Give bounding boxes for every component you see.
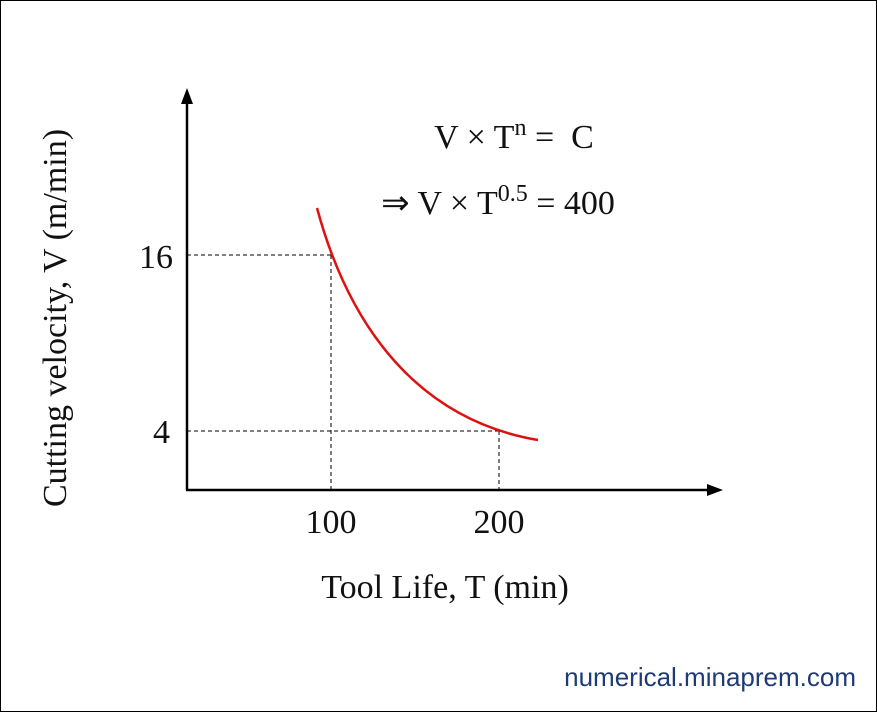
equation-exponent: 0.5 (498, 181, 528, 207)
equation-exponent: n (514, 115, 526, 141)
equation-base: ⇒ V × T (381, 185, 498, 222)
y-axis-label: Cutting velocity, V (m/min) (37, 129, 74, 507)
watermark: numerical.minaprem.com (564, 662, 856, 692)
equation: ⇒ V × T0.5 = 400 (381, 181, 615, 222)
x-arrow (707, 484, 723, 496)
equation-rest: = 400 (528, 185, 615, 222)
equation-rest: = C (526, 119, 593, 156)
x-tick-label: 100 (306, 504, 357, 541)
y-tick-label: 16 (139, 239, 173, 276)
y-arrow (181, 88, 193, 104)
x-tick-label: 200 (474, 504, 525, 541)
equation: V × Tn = C (434, 115, 594, 156)
equation-base: V × T (434, 119, 515, 156)
guides (187, 254, 500, 490)
x-axis-label: Tool Life, T (min) (321, 569, 569, 606)
curve (315, 207, 539, 442)
y-tick-label: 4 (153, 414, 170, 451)
